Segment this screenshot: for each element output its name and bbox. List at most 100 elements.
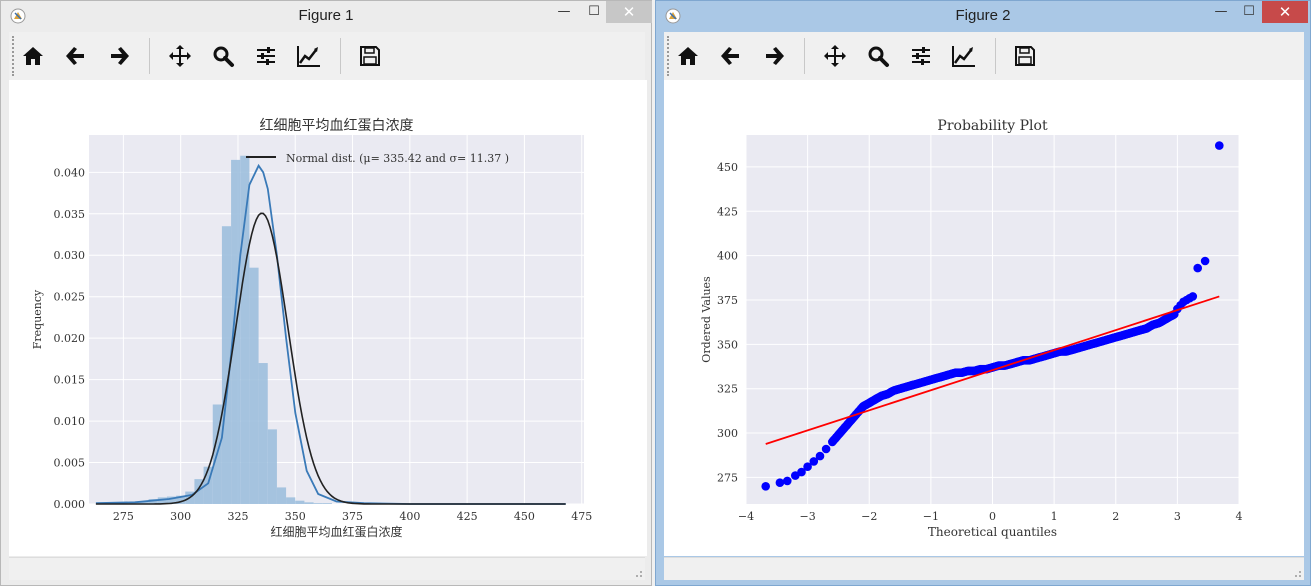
normal-fit-line — [95, 212, 566, 505]
figure-canvas[interactable]: −4 −3 −2 −1 0 1 2 3 4 275 300 325 350 375 400 425 450 Pro… — [664, 80, 1304, 556]
pan-button[interactable] — [817, 38, 853, 74]
chart-title: 红细胞平均血红蛋白浓度 — [260, 118, 414, 134]
toolbar — [664, 32, 1304, 80]
histogram-bar — [221, 226, 232, 504]
status-bar — [664, 557, 1304, 580]
y-tick-label: 400 — [717, 250, 738, 263]
y-tick-label: 425 — [717, 205, 738, 218]
y-tick-label: 300 — [717, 427, 738, 440]
x-tick-label: 275 — [113, 510, 134, 523]
histogram-bar — [249, 267, 259, 504]
histogram-bar — [276, 487, 287, 504]
figure-canvas[interactable]: 275 300 325 350 375 400 425 450 475 0.000 0.005 0.0… — [9, 80, 647, 556]
forward-button[interactable] — [756, 38, 792, 74]
y-tick-label: 325 — [717, 383, 738, 396]
histogram-bar — [313, 503, 323, 504]
toolbar-grip[interactable] — [12, 36, 17, 76]
histogram-bar — [295, 500, 305, 504]
zoom-magnifier-icon — [213, 46, 234, 67]
configure-subplots-button[interactable] — [903, 38, 939, 74]
minimize-button[interactable]: — — [557, 4, 571, 19]
data-point — [761, 482, 770, 491]
resize-grip-icon[interactable] — [1292, 568, 1302, 578]
edit-axes-button[interactable] — [291, 38, 327, 74]
y-tick-label: 0.040 — [54, 166, 86, 179]
zoom-button[interactable] — [860, 38, 896, 74]
forward-arrow-icon — [111, 47, 129, 65]
close-button[interactable]: ✕ — [606, 1, 652, 23]
y-tick-label: 0.000 — [54, 498, 86, 511]
title-bar[interactable]: Figure 2 — ☐ ✕ — [656, 1, 1310, 31]
home-button[interactable] — [670, 38, 706, 74]
legend-sigma-label: σ= — [449, 152, 469, 165]
close-button[interactable]: ✕ — [1262, 1, 1308, 23]
data-point — [1193, 263, 1202, 273]
x-tick-label: 0 — [989, 510, 996, 523]
histogram-bar — [166, 496, 177, 504]
x-tick-label: 350 — [285, 510, 306, 523]
forward-arrow-icon — [766, 47, 784, 65]
toolbar-separator — [995, 38, 996, 74]
data-point — [809, 457, 819, 466]
x-tick-label: 300 — [170, 510, 191, 523]
histogram-bar — [258, 363, 268, 504]
y-tick-label: 0.015 — [54, 374, 86, 387]
y-tick-label: 275 — [717, 471, 738, 484]
back-button[interactable] — [58, 38, 94, 74]
x-tick-label: −3 — [800, 510, 816, 523]
save-floppy-icon — [360, 46, 380, 66]
pan-button[interactable] — [162, 38, 198, 74]
save-button[interactable] — [352, 38, 388, 74]
legend-mu-value: 335.42 — [383, 152, 422, 165]
zoom-button[interactable] — [205, 38, 241, 74]
back-button[interactable] — [713, 38, 749, 74]
x-tick-label: 450 — [514, 510, 535, 523]
histogram-bar — [157, 497, 167, 504]
y-tick-label: 0.020 — [54, 332, 86, 345]
histogram-bar — [203, 466, 213, 504]
minimize-button[interactable]: — — [1214, 4, 1228, 19]
back-arrow-icon — [66, 47, 84, 65]
fit-line — [765, 295, 1220, 445]
configure-subplots-button[interactable] — [248, 38, 284, 74]
edit-axes-button[interactable] — [946, 38, 982, 74]
zoom-magnifier-icon — [868, 46, 889, 67]
data-point — [1188, 292, 1198, 301]
pan-move-icon — [169, 45, 191, 67]
home-button[interactable] — [15, 38, 51, 74]
legend-mu-label: (μ= — [356, 152, 384, 165]
x-axis-label: Theoretical quantiles — [928, 525, 1057, 539]
histogram-bar — [148, 499, 158, 504]
x-tick-label: −1 — [923, 510, 939, 523]
histogram-bar — [176, 495, 186, 504]
back-arrow-icon — [721, 47, 739, 65]
y-tick-label: 375 — [717, 294, 738, 307]
x-tick-label: 400 — [399, 510, 420, 523]
save-button[interactable] — [1007, 38, 1043, 74]
histogram-bar — [240, 155, 250, 504]
app-icon — [665, 8, 681, 24]
data-point — [797, 467, 806, 477]
home-icon — [678, 47, 698, 65]
resize-grip-icon[interactable] — [633, 568, 643, 578]
pan-move-icon — [824, 45, 846, 67]
maximize-button[interactable]: ☐ — [1243, 4, 1255, 19]
maximize-button[interactable]: ☐ — [588, 4, 600, 19]
toolbar-grip[interactable] — [667, 36, 672, 76]
x-tick-label: −2 — [861, 510, 877, 523]
x-tick-label: 375 — [342, 510, 363, 523]
data-point — [821, 444, 831, 454]
x-tick-label: 475 — [571, 510, 592, 523]
edit-axes-icon — [952, 46, 975, 67]
y-tick-label: 350 — [717, 338, 738, 351]
title-bar[interactable]: Figure 1 — ☐ ✕ — [1, 1, 652, 31]
y-axis-label: Frequency — [31, 289, 44, 349]
subplots-sliders-icon — [257, 47, 275, 65]
y-axis-label: Ordered Values — [700, 276, 713, 363]
x-tick-label: 2 — [1112, 510, 1119, 523]
legend-text: Normal dist. (μ= 335.42 and σ= 11.37 ) — [286, 152, 509, 165]
data-point — [783, 476, 792, 486]
forward-button[interactable] — [101, 38, 137, 74]
histogram-bar — [286, 497, 296, 504]
toolbar-separator — [149, 38, 150, 74]
